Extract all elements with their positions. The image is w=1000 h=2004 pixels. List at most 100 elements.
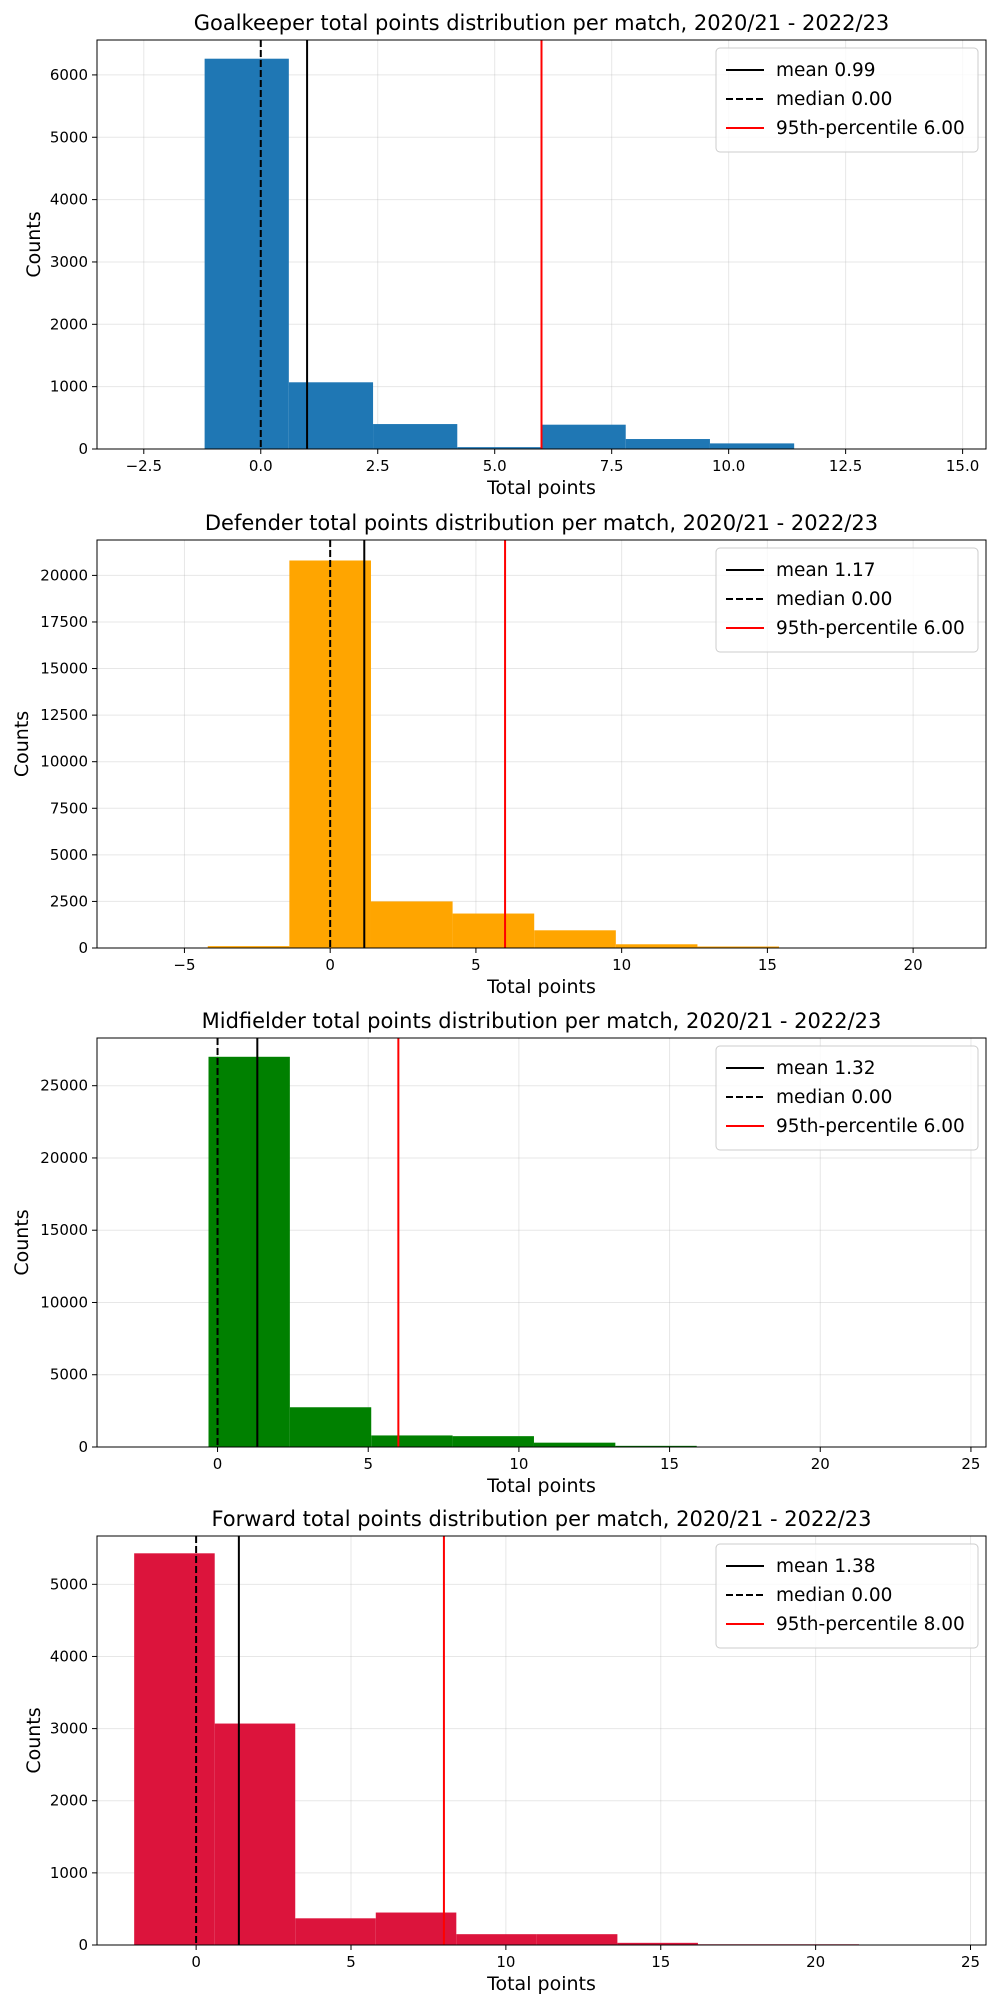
y-tick-label: 20000 [40,566,88,584]
x-tick-label: 0 [213,1455,223,1473]
y-tick-label: 6000 [50,66,88,84]
y-tick-label: 5000 [50,128,88,146]
x-tick-label: 0 [325,956,335,974]
y-tick-label: 0 [78,440,88,458]
chart-panel-4: 0 5 10 15 20 25 0 1000 2000 3000 4000 5000 Forward t… [23,1507,987,1995]
axes-frame [96,1037,987,1448]
histogram-bar [533,1442,616,1447]
x-tick-label: 5.0 [483,457,507,475]
y-tick-label: 12500 [40,706,88,724]
y-tick-label: 3000 [50,253,88,271]
y-tick-label: 17500 [40,613,88,631]
histogram-bar [214,1723,296,1945]
y-tick-label: 2500 [50,892,88,910]
y-tick-label: 3000 [50,1720,88,1738]
legend-box [715,47,979,153]
y-tick-label: 15000 [40,660,88,678]
histogram-bar [370,901,453,948]
y-tick-label: 4000 [50,1647,88,1665]
legend-label: median 0.00 [776,1585,892,1606]
legend-label: mean 1.32 [776,1058,876,1079]
x-tick-label: 10 [509,1455,528,1473]
histogram-bar [625,439,710,449]
x-tick-label: 20 [904,956,923,974]
x-axis-label: Total points [486,976,596,998]
x-tick-label: 25 [961,1455,980,1473]
x-tick-label: 5 [346,1953,356,1971]
histogram-bar [697,946,780,948]
y-tick-label: 7500 [50,799,88,817]
axes-frame [96,1535,987,1946]
legend-label: mean 1.17 [776,560,876,581]
legend-label: mean 1.38 [776,1556,876,1577]
x-tick-label: 15 [660,1455,679,1473]
legend-label: 95th-percentile 6.00 [776,118,965,139]
chart-title: Goalkeeper total points distribution per… [194,11,890,35]
histogram-bar [134,1553,215,1945]
x-tick-label: 0 [191,1953,201,1971]
y-tick-label: 0 [78,939,88,957]
x-tick-label: 5 [363,1455,373,1473]
y-axis-label: Counts [11,1209,33,1275]
x-tick-label: 2.5 [366,457,390,475]
histogram-bar [457,447,542,449]
y-tick-label: 5000 [50,846,88,864]
x-tick-label: 15 [758,956,777,974]
chart-panel-2: −5 0 5 10 15 20 0 2500 5000 7500 10000 12500 15000 17… [11,511,987,998]
histogram-bar [615,944,698,948]
x-axis-label: Total points [486,477,596,499]
legend: mean 0.99 median 0.00 95th-percentile 6.00 [715,47,979,153]
x-tick-label: 20 [806,1953,825,1971]
histogram-bar [207,946,290,948]
y-axis-label: Counts [23,1707,45,1773]
histogram-bar [375,1912,457,1945]
legend: mean 1.17 median 0.00 95th-percentile 6.00 [715,547,979,653]
x-tick-label: 15 [651,1953,670,1971]
histogram-bar [289,1407,372,1447]
histogram-bar [615,1445,697,1447]
chart-title: Midfielder total points distribution per… [202,1009,882,1033]
legend-box [715,1045,979,1151]
x-tick-label: 10 [612,956,631,974]
legend: mean 1.38 median 0.00 95th-percentile 8.00 [715,1543,979,1649]
legend-label: 95th-percentile 6.00 [776,1116,965,1137]
x-tick-label: 5 [471,956,481,974]
x-tick-label: −2.5 [126,457,162,475]
histogram-bar [452,913,535,948]
legend-box [715,547,979,653]
chart-title: Defender total points distribution per m… [205,511,878,535]
histogram-bar [534,930,616,948]
histogram-bar [617,1942,698,1945]
y-tick-label: 5000 [50,1575,88,1593]
y-axis-label: Counts [23,211,45,277]
legend-box [715,1543,979,1649]
x-tick-label: 10.0 [712,457,745,475]
legend-label: median 0.00 [776,1087,892,1108]
x-tick-label: 7.5 [600,457,624,475]
histogram-bar [373,424,458,449]
chart-panel-1: −2.5 0.0 2.5 5.0 7.5 10.0 12.5 15.0 0 1000 2000 300… [23,11,987,499]
chart-panel-3: 0 5 10 15 20 25 0 5000 10000 15000 20000 25000 Midfi… [11,1009,987,1497]
x-tick-label: 20 [811,1455,830,1473]
x-axis-label: Total points [486,1475,596,1497]
y-tick-label: 10000 [40,753,88,771]
y-tick-label: 2000 [50,315,88,333]
x-tick-label: 10 [496,1953,515,1971]
y-tick-label: 25000 [40,1077,88,1095]
histogram-bar [204,58,289,449]
legend-label: median 0.00 [776,89,892,110]
axes-frame [96,39,987,450]
histogram-bar [371,1435,453,1447]
histogram-bar [295,1918,376,1945]
legend-label: 95th-percentile 6.00 [776,618,965,639]
x-tick-label: −5 [173,956,195,974]
y-tick-label: 0 [78,1438,88,1456]
y-tick-label: 1000 [50,378,88,396]
y-tick-label: 0 [78,1936,88,1954]
y-tick-label: 10000 [40,1293,88,1311]
x-tick-label: 12.5 [829,457,862,475]
histogram-bar [456,1934,537,1945]
chart-title: Forward total points distribution per ma… [211,1507,871,1531]
